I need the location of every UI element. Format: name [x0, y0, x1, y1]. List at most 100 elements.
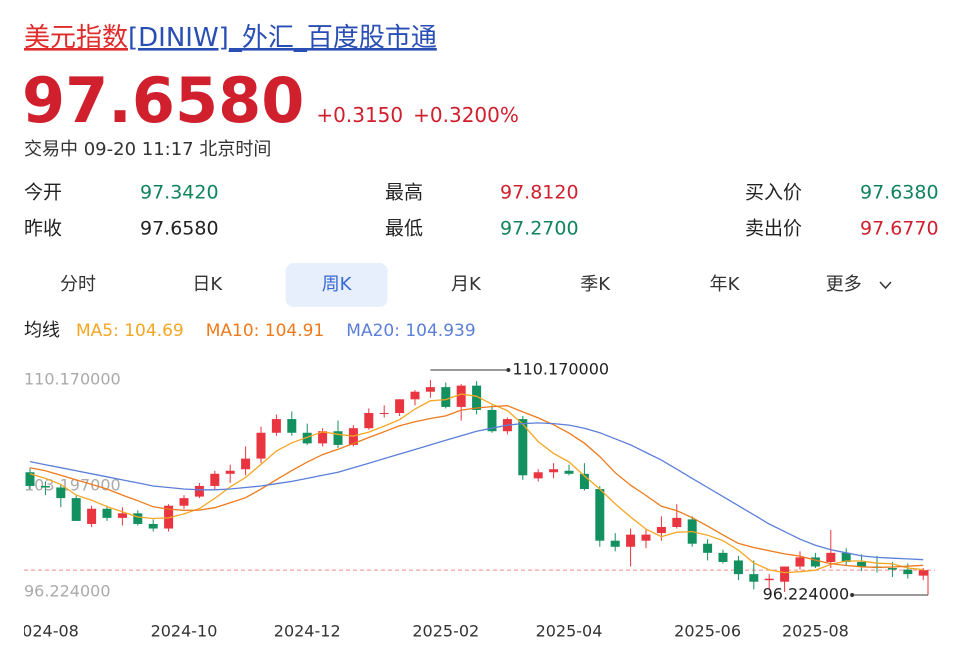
tab[interactable]: 年K: [710, 274, 741, 295]
candle-body: [918, 570, 928, 576]
ma-line: [29, 405, 924, 569]
stat-value: 97.2700: [500, 218, 579, 240]
x-tick-label: 2024-08: [12, 622, 79, 641]
legend-entry: MA10: 104.91: [206, 321, 325, 341]
kline-chart: 110.170000 103.197000 96.224000 2024-08 2024…: [12, 360, 935, 641]
tab[interactable]: 周K: [322, 274, 353, 295]
candle-body: [626, 534, 636, 547]
candle-body: [472, 385, 482, 410]
candle-body: [810, 557, 820, 567]
tab[interactable]: 更多: [826, 274, 862, 295]
candle-body: [225, 470, 235, 474]
candle-body: [549, 469, 559, 473]
tab[interactable]: 季K: [580, 274, 611, 295]
annotation-label: 110.170000: [512, 360, 609, 379]
legend-entry: MA5: 104.69: [76, 321, 184, 341]
candle-body: [210, 473, 220, 486]
active-tab-bg: [285, 263, 388, 307]
candle-body: [903, 569, 913, 575]
candle-body: [164, 505, 174, 529]
candle-body: [379, 412, 389, 414]
legend-entry: MA20: 104.939: [346, 321, 475, 341]
candle-body: [703, 543, 713, 553]
candle-body: [841, 552, 851, 562]
x-tick-label: 2025-04: [536, 622, 603, 641]
candle-body: [456, 385, 466, 407]
candle-body: [518, 419, 528, 476]
y-tick-label: 96.224000: [24, 582, 111, 601]
candle-body: [595, 488, 605, 541]
x-tick-label: 2024-12: [274, 622, 341, 641]
stat-label: 最高: [385, 182, 423, 204]
change: +0.3150: [316, 103, 403, 127]
title-name[interactable]: 美元指数: [24, 23, 128, 53]
candle-body: [487, 409, 497, 432]
stat-label: 最低: [385, 218, 423, 240]
candle-body: [857, 561, 867, 567]
tab[interactable]: 日K: [192, 274, 223, 295]
ma-line: [29, 393, 924, 574]
candle-body: [610, 540, 620, 547]
candle-body: [641, 534, 651, 541]
candle-body: [102, 508, 112, 518]
x-tick-label: 2024-10: [151, 622, 218, 641]
change-pct: +0.3200%: [413, 103, 519, 127]
candle-body: [733, 560, 743, 575]
candle-body: [718, 552, 728, 562]
candle-body: [410, 391, 420, 400]
candle-body: [425, 387, 435, 392]
stat-label: 今开: [24, 182, 62, 204]
ma-line: [29, 422, 924, 561]
candle-body: [241, 458, 251, 470]
candle-body: [579, 473, 589, 489]
candle-body: [25, 472, 35, 486]
candle-body: [441, 387, 451, 407]
candle-body: [194, 485, 204, 497]
page-title[interactable]: 美元指数[DINIW]_外汇_百度股市通: [24, 23, 437, 53]
candle-body: [887, 568, 897, 570]
stat-label: 买入价: [745, 182, 802, 204]
candle-body: [826, 552, 836, 562]
x-tick-label: 2025-06: [674, 622, 741, 641]
stat-label: 昨收: [24, 218, 62, 240]
candle-body: [656, 526, 666, 534]
tabs: 分时 日K 周K 月K 季K 年K 更多: [60, 263, 862, 307]
tab[interactable]: 分时: [60, 274, 96, 295]
candle-body: [795, 557, 805, 567]
candle-body: [364, 412, 374, 429]
candle-body: [87, 508, 97, 524]
candle-body: [764, 578, 774, 581]
trade-status: 交易中 09-20 11:17 北京时间: [24, 139, 271, 160]
candle-body: [749, 574, 759, 582]
stats: 今开 97.3420 最高 97.8120 买入价 97.6380 昨收 97.6580 最低 9…: [24, 182, 939, 240]
candle-body: [133, 513, 143, 524]
y-tick-label: 103.197000: [24, 476, 121, 495]
x-tick-label: 2025-02: [412, 622, 479, 641]
more-chevron[interactable]: [879, 281, 892, 290]
stat-value: 97.6770: [860, 218, 939, 240]
candle-body: [271, 419, 281, 433]
candle-body: [148, 523, 158, 529]
candle-body: [179, 498, 189, 506]
stat-value: 97.8120: [500, 182, 579, 204]
price: 97.6580: [22, 64, 304, 137]
candle-body: [780, 566, 790, 582]
candle-body: [117, 513, 127, 518]
stat-value: 97.3420: [140, 182, 219, 204]
quote-line: 97.6580 +0.3150 +0.3200%: [22, 64, 519, 137]
annotation-dot: [506, 368, 511, 372]
ma-legend: 均线 MA5: 104.69 MA10: 104.91 MA20: 104.939: [24, 320, 476, 341]
candle-body: [395, 399, 405, 413]
tab[interactable]: 月K: [451, 274, 482, 295]
candle-body: [564, 470, 574, 474]
legend-title: 均线: [24, 320, 60, 341]
candle-body: [40, 485, 50, 488]
candle-body: [533, 472, 543, 479]
candle-body: [302, 432, 312, 444]
title-suffix[interactable]: [DINIW]_外汇_百度股市通: [128, 23, 437, 53]
y-tick-label: 110.170000: [24, 370, 121, 389]
candle-body: [672, 517, 682, 527]
candle-body: [333, 431, 343, 445]
